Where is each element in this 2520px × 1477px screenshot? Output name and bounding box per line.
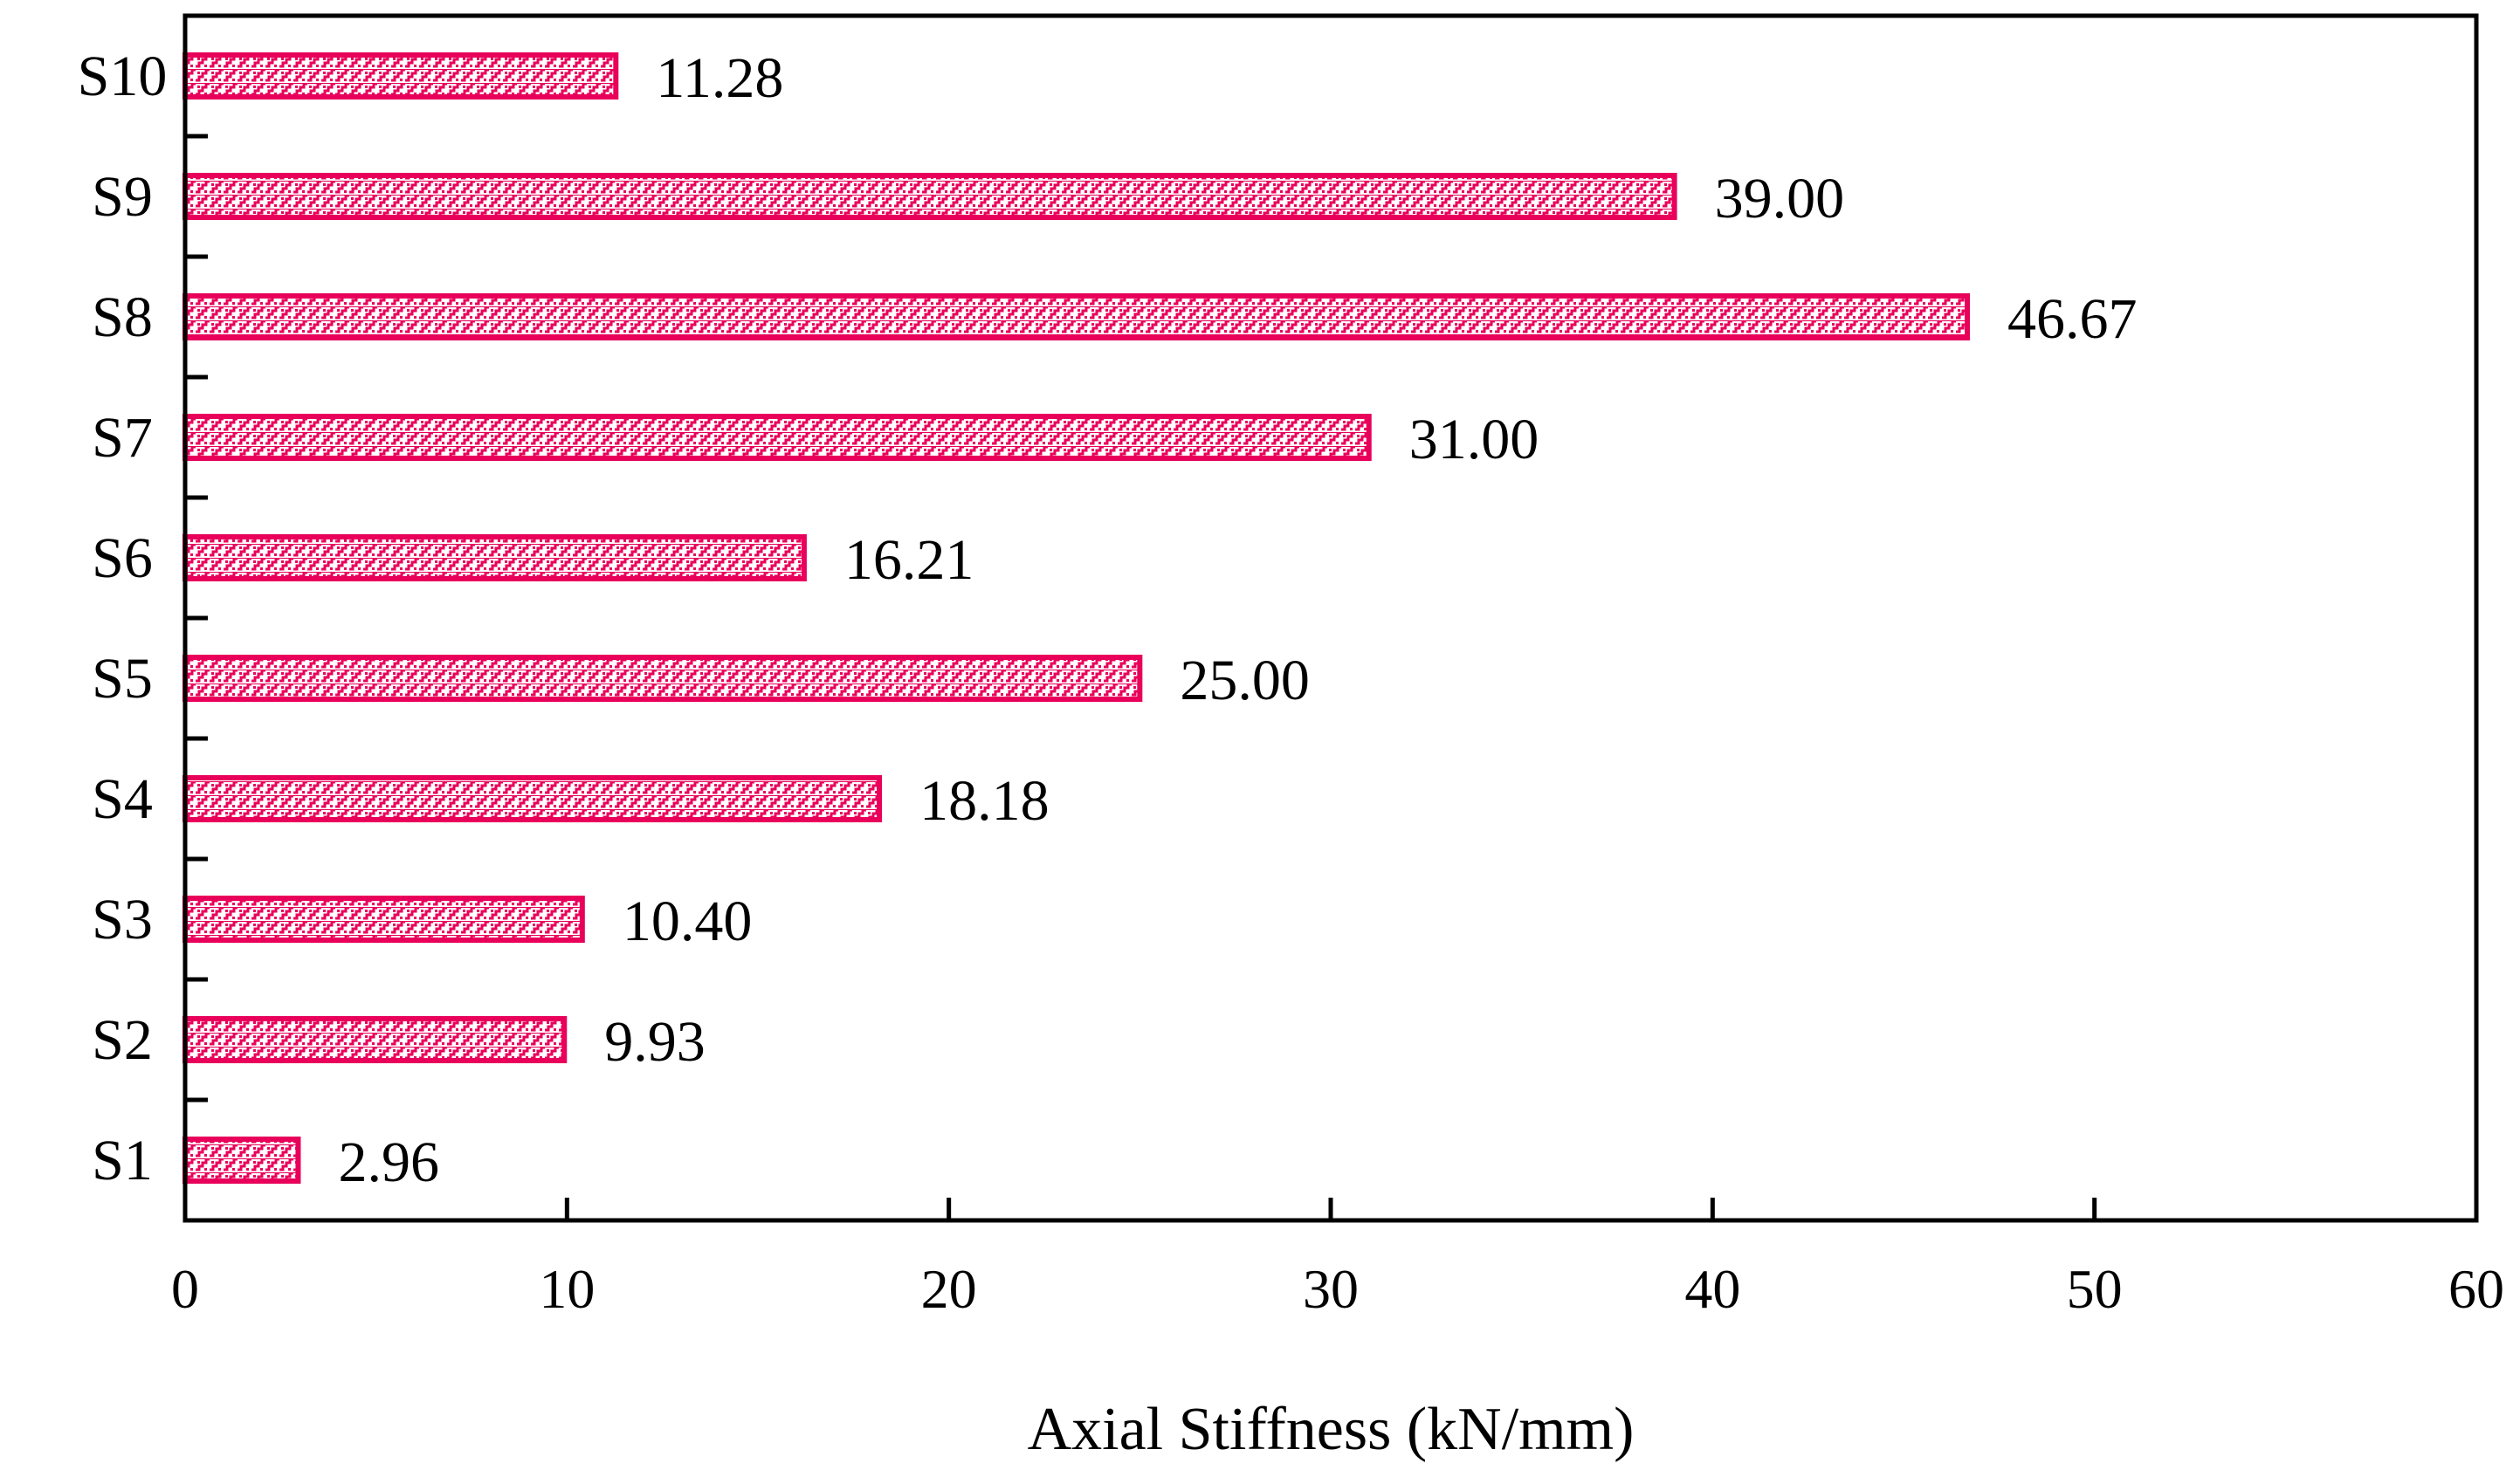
category-label-s3: S3 — [92, 888, 153, 951]
x-tick-label: 50 — [2067, 1258, 2123, 1320]
x-tick-label: 60 — [2448, 1258, 2504, 1320]
value-label-s6: 16.21 — [844, 528, 974, 592]
bar-s2 — [182, 1016, 568, 1063]
category-label-s1: S1 — [92, 1129, 153, 1192]
category-label-s4: S4 — [92, 767, 153, 831]
x-tick-label: 40 — [1684, 1258, 1740, 1320]
category-label-s9: S9 — [92, 165, 153, 229]
value-label-s7: 31.00 — [1409, 408, 1539, 471]
bar-s8 — [182, 293, 1971, 340]
bar-s7 — [182, 414, 1372, 461]
value-label-s5: 25.00 — [1180, 649, 1310, 712]
plot-frame — [182, 13, 2479, 1223]
category-label-s6: S6 — [92, 526, 153, 590]
y-axis-category-labels: S1 S2 S3 S4 S5 S6 S7 S8 S9 S10 — [78, 45, 168, 1192]
bar-s3 — [182, 896, 585, 943]
x-tick-label: 10 — [539, 1258, 595, 1320]
value-label-s1: 2.96 — [338, 1130, 439, 1194]
value-label-s9: 39.00 — [1715, 167, 1845, 230]
value-label-s2: 9.93 — [604, 1010, 706, 1074]
category-label-s5: S5 — [92, 647, 153, 711]
x-tick-label: 30 — [1303, 1258, 1359, 1320]
bar-s9 — [182, 173, 1677, 220]
category-label-s8: S8 — [92, 285, 153, 349]
bar-s1 — [182, 1137, 301, 1184]
bar-s10 — [182, 52, 619, 100]
value-label-s8: 46.67 — [2007, 287, 2138, 351]
bars — [182, 52, 1971, 1184]
value-label-s3: 10.40 — [623, 890, 753, 953]
category-label-s10: S10 — [78, 45, 168, 108]
x-tick-label: 20 — [921, 1258, 977, 1320]
category-label-s7: S7 — [92, 406, 153, 470]
value-label-s10: 11.28 — [656, 46, 783, 110]
value-label-s4: 18.18 — [919, 769, 1050, 833]
category-label-s2: S2 — [92, 1008, 153, 1072]
x-axis-tick-labels: 0 10 20 30 40 50 60 — [171, 1258, 2504, 1320]
bar-value-labels: 2.96 9.93 10.40 18.18 25.00 16.21 31.00 46.67 39… — [338, 46, 2137, 1194]
x-axis-title: Axial Stiffness (kN/mm) — [1028, 1396, 1635, 1463]
bar-s5 — [182, 655, 1143, 702]
bar-s6 — [182, 534, 807, 581]
bar-s4 — [182, 775, 883, 822]
x-tick-label: 0 — [171, 1258, 199, 1320]
axis-ticks — [185, 134, 2097, 1220]
